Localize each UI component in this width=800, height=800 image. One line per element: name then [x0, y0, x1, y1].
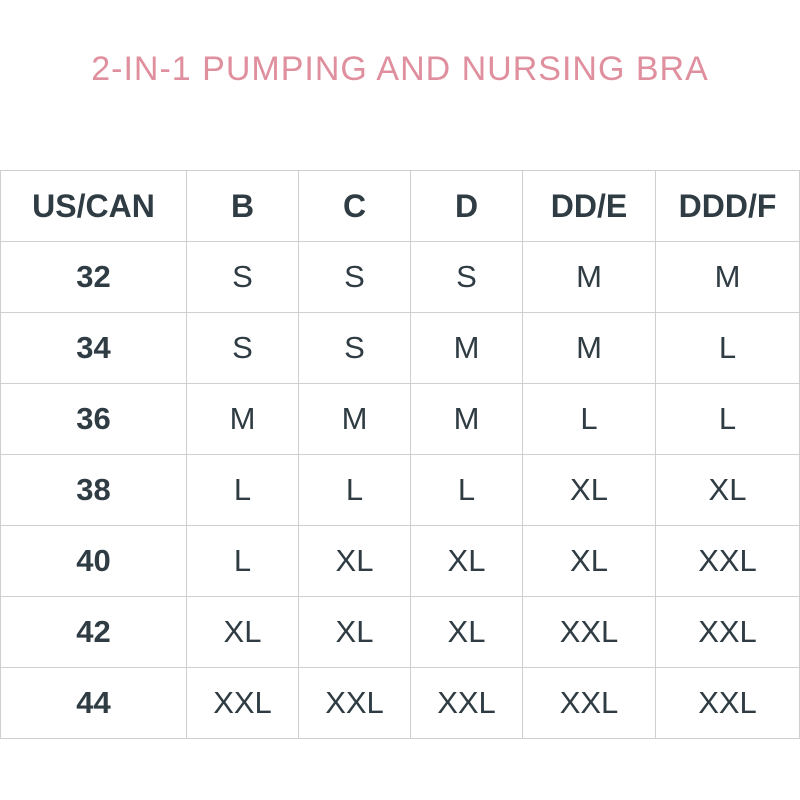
table-cell: 44: [1, 668, 187, 739]
table-cell: M: [523, 242, 656, 313]
table-cell: XL: [299, 526, 411, 597]
table-cell: XL: [187, 597, 299, 668]
table-cell: XXL: [411, 668, 523, 739]
table-cell: M: [187, 384, 299, 455]
table-cell: XXL: [656, 597, 800, 668]
header-cell: DD/E: [523, 171, 656, 242]
table-cell: M: [523, 313, 656, 384]
size-table: US/CAN B C D DD/E DDD/F 32 S S S M M 34 S S M M L 36 M M M L L 3…: [0, 170, 800, 739]
table-cell: L: [187, 455, 299, 526]
table-cell: M: [411, 313, 523, 384]
header-cell: D: [411, 171, 523, 242]
header-cell: C: [299, 171, 411, 242]
table-cell: M: [656, 242, 800, 313]
table-cell: 38: [1, 455, 187, 526]
table-cell: L: [656, 313, 800, 384]
table-cell: XXL: [299, 668, 411, 739]
header-cell: DDD/F: [656, 171, 800, 242]
table-cell: S: [187, 242, 299, 313]
table-cell: 34: [1, 313, 187, 384]
table-cell: 40: [1, 526, 187, 597]
table-cell: 42: [1, 597, 187, 668]
table-cell: L: [299, 455, 411, 526]
table-cell: XL: [523, 455, 656, 526]
table-cell: L: [523, 384, 656, 455]
header-cell: US/CAN: [1, 171, 187, 242]
table-cell: XXL: [187, 668, 299, 739]
table-cell: XL: [523, 526, 656, 597]
table-cell: XXL: [523, 597, 656, 668]
table-cell: S: [299, 242, 411, 313]
table-cell: S: [411, 242, 523, 313]
table-cell: XL: [299, 597, 411, 668]
table-cell: L: [656, 384, 800, 455]
table-cell: 36: [1, 384, 187, 455]
table-cell: XXL: [523, 668, 656, 739]
table-cell: M: [411, 384, 523, 455]
table-cell: S: [187, 313, 299, 384]
title: 2-IN-1 PUMPING AND NURSING BRA: [91, 50, 709, 88]
table-cell: XL: [411, 597, 523, 668]
table-cell: M: [299, 384, 411, 455]
table-cell: L: [411, 455, 523, 526]
table-cell: XL: [656, 455, 800, 526]
table-cell: L: [187, 526, 299, 597]
table-cell: S: [299, 313, 411, 384]
header-cell: B: [187, 171, 299, 242]
table-cell: 32: [1, 242, 187, 313]
table-cell: XXL: [656, 668, 800, 739]
table-cell: XXL: [656, 526, 800, 597]
table-cell: XL: [411, 526, 523, 597]
